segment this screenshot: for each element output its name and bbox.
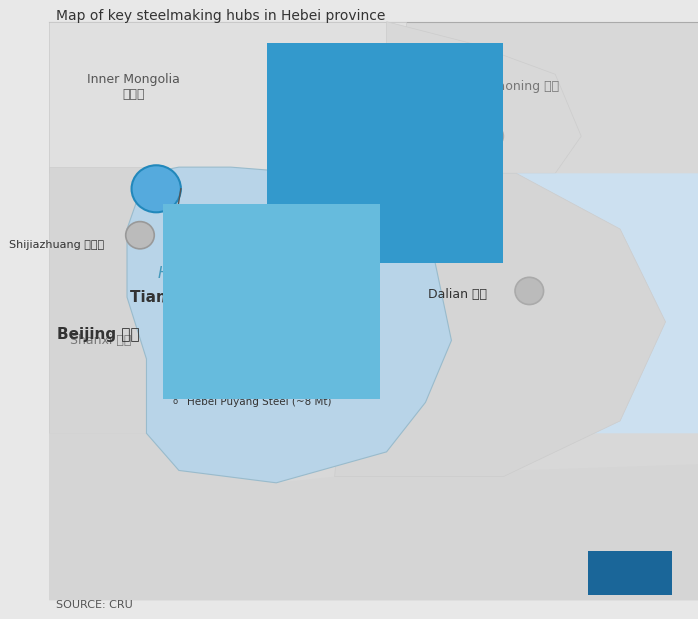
Text: Shougang (20-25 Mt/y): Shougang (20-25 Mt/y) (291, 236, 411, 246)
Text: 144 Mt: 144 Mt (367, 113, 410, 123)
Text: Tianjin 天津: Tianjin 天津 (130, 290, 211, 305)
Text: o: o (276, 212, 281, 222)
Polygon shape (231, 254, 334, 328)
FancyBboxPatch shape (267, 43, 503, 263)
Text: o: o (172, 373, 177, 383)
Text: Tangshan  唐山: Tangshan 唐山 (276, 54, 438, 74)
Text: Steel production:: Steel production: (276, 113, 371, 123)
Circle shape (186, 317, 223, 352)
Text: Inner Mongolia
内蒙古: Inner Mongolia 内蒙古 (87, 72, 180, 101)
Text: Liaoning 辽宁: Liaoning 辽宁 (487, 80, 559, 93)
Polygon shape (127, 167, 452, 483)
Text: Hebei Iron and Steel (~13 Mt/y): Hebei Iron and Steel (~13 Mt/y) (187, 373, 352, 383)
Text: Shijiazhuang 石家庄: Shijiazhuang 石家庄 (9, 240, 104, 249)
Polygon shape (413, 173, 698, 433)
Text: Key steel producers (capacity):: Key steel producers (capacity): (276, 189, 458, 199)
Text: ~70%: ~70% (389, 160, 426, 170)
Polygon shape (49, 433, 698, 600)
Text: Dalian 大连: Dalian 大连 (428, 287, 487, 301)
FancyBboxPatch shape (163, 204, 380, 399)
Text: Hebei Puyang Steel (~8 Mt): Hebei Puyang Steel (~8 Mt) (187, 397, 332, 407)
Text: CRU: CRU (606, 563, 654, 583)
Circle shape (515, 277, 544, 305)
Text: Qingdao 青岛: Qingdao 青岛 (370, 126, 442, 140)
Text: 45 Mt: 45 Mt (263, 274, 299, 284)
Text: SOURCE: CRU: SOURCE: CRU (56, 600, 133, 610)
Text: Flats share:: Flats share: (276, 160, 341, 170)
Polygon shape (334, 173, 666, 477)
Text: Beijing 北京: Beijing 北京 (57, 327, 140, 342)
Text: Population:: Population: (276, 90, 339, 100)
FancyBboxPatch shape (588, 551, 672, 595)
Circle shape (131, 165, 181, 212)
Text: 98%: 98% (371, 137, 397, 147)
Text: Population:: Population: (172, 251, 235, 261)
Text: Handan  邯郸: Handan 邯郸 (172, 215, 311, 235)
Text: o: o (172, 397, 177, 406)
Text: BF-BOF share:: BF-BOF share: (276, 137, 355, 147)
Text: Steel production:: Steel production: (172, 274, 268, 284)
Text: o: o (276, 236, 281, 245)
Circle shape (312, 337, 364, 387)
Text: Shanxi 山西: Shanxi 山西 (70, 334, 132, 347)
Circle shape (126, 222, 154, 249)
Polygon shape (387, 22, 581, 173)
Polygon shape (49, 167, 166, 433)
Text: Key steel producers (capacity):: Key steel producers (capacity): (172, 350, 355, 360)
Text: Shandong 山东: Shandong 山东 (397, 191, 480, 205)
Text: Hebei 河北: Hebei 河北 (158, 265, 225, 280)
Text: 9 million: 9 million (286, 251, 340, 261)
Polygon shape (166, 291, 263, 371)
Circle shape (255, 284, 284, 311)
Text: ~60%: ~60% (286, 321, 322, 331)
Text: 8 million: 8 million (389, 90, 443, 100)
Text: Hebei Iron and Steel (25-30 Mt/y): Hebei Iron and Steel (25-30 Mt/y) (291, 212, 465, 222)
Text: Map of key steelmaking hubs in Hebei province: Map of key steelmaking hubs in Hebei pro… (56, 9, 385, 24)
Text: Flats share:: Flats share: (172, 321, 237, 331)
Text: BF-BOF share:: BF-BOF share: (172, 298, 251, 308)
Circle shape (477, 124, 503, 149)
Polygon shape (49, 22, 406, 173)
Polygon shape (49, 22, 698, 600)
Text: 99%: 99% (267, 298, 293, 308)
